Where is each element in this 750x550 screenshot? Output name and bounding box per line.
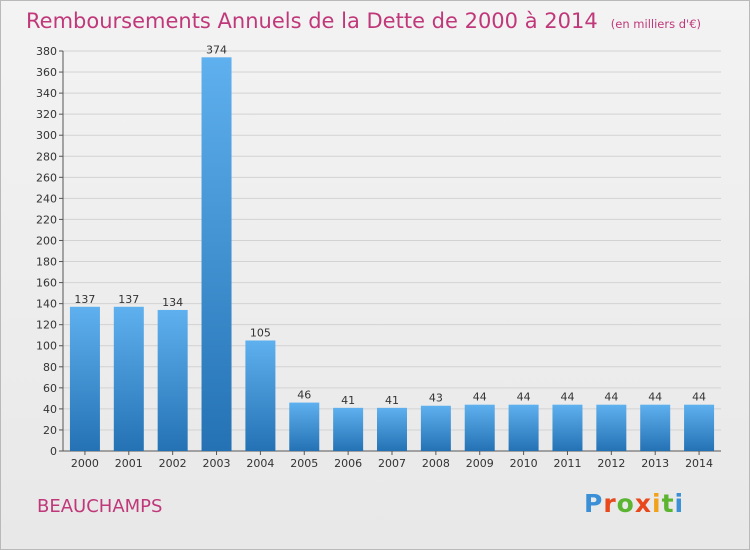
y-tick-label: 240 (36, 192, 57, 205)
value-label: 41 (341, 394, 355, 407)
chart-header: Remboursements Annuels de la Dette de 20… (26, 9, 701, 33)
bar-2005 (289, 402, 320, 451)
value-label: 43 (429, 392, 443, 405)
value-label: 137 (74, 293, 95, 306)
bar-2001 (113, 306, 144, 451)
y-tick-label: 20 (43, 424, 57, 437)
x-tick-label: 2002 (159, 457, 187, 470)
proxiti-logo: Proxiti (584, 489, 685, 518)
bar-2007 (377, 407, 407, 451)
y-tick-label: 120 (36, 319, 57, 332)
x-tick-label: 2005 (290, 457, 318, 470)
value-label: 44 (517, 391, 531, 404)
bar-2003 (201, 57, 232, 451)
y-tick-label: 380 (36, 45, 57, 58)
chart-subtitle: (en milliers d'€) (610, 17, 701, 31)
value-label: 44 (604, 391, 618, 404)
x-tick-label: 2008 (422, 457, 450, 470)
value-label: 105 (250, 326, 271, 339)
y-tick-label: 320 (36, 108, 57, 121)
value-label: 46 (297, 389, 311, 402)
chart-title: Remboursements Annuels de la Dette de 20… (26, 9, 598, 33)
x-tick-label: 2013 (641, 457, 669, 470)
value-label: 134 (162, 296, 183, 309)
x-tick-label: 2012 (597, 457, 625, 470)
y-tick-label: 60 (43, 382, 57, 395)
x-tick-label: 2010 (510, 457, 538, 470)
y-tick-label: 200 (36, 234, 57, 247)
x-tick-label: 2007 (378, 457, 406, 470)
x-tick-label: 2004 (246, 457, 274, 470)
y-tick-label: 80 (43, 361, 57, 374)
bar-2012 (596, 404, 627, 451)
y-tick-label: 0 (50, 445, 57, 458)
bar-2011 (552, 404, 583, 451)
y-tick-label: 280 (36, 150, 57, 163)
x-tick-label: 2003 (203, 457, 231, 470)
x-tick-label: 2006 (334, 457, 362, 470)
bar-2004 (245, 340, 276, 451)
y-tick-label: 140 (36, 298, 57, 311)
value-label: 44 (473, 391, 487, 404)
bar-2006 (333, 407, 364, 451)
y-tick-label: 40 (43, 403, 57, 416)
x-tick-label: 2001 (115, 457, 143, 470)
value-label: 44 (648, 391, 662, 404)
value-label: 41 (385, 394, 399, 407)
bar-2013 (640, 404, 671, 451)
town-name: BEAUCHAMPS (37, 496, 163, 517)
bar-2002 (157, 309, 188, 451)
bar-2000 (69, 306, 100, 451)
bar-2010 (508, 404, 539, 451)
value-label: 374 (206, 43, 227, 56)
value-label: 44 (560, 391, 574, 404)
value-label: 44 (692, 391, 706, 404)
value-label: 137 (118, 293, 139, 306)
y-tick-label: 300 (36, 129, 57, 142)
y-tick-label: 260 (36, 171, 57, 184)
bar-2008 (420, 405, 451, 451)
y-tick-label: 360 (36, 66, 57, 79)
y-tick-label: 160 (36, 277, 57, 290)
bar-2009 (464, 404, 495, 451)
y-tick-label: 180 (36, 256, 57, 269)
x-tick-label: 2009 (466, 457, 494, 470)
y-tick-label: 100 (36, 340, 57, 353)
y-tick-label: 340 (36, 87, 57, 100)
x-tick-label: 2000 (71, 457, 99, 470)
x-tick-label: 2011 (553, 457, 581, 470)
bar-2014 (684, 404, 715, 451)
y-tick-label: 220 (36, 213, 57, 226)
x-tick-label: 2014 (685, 457, 713, 470)
